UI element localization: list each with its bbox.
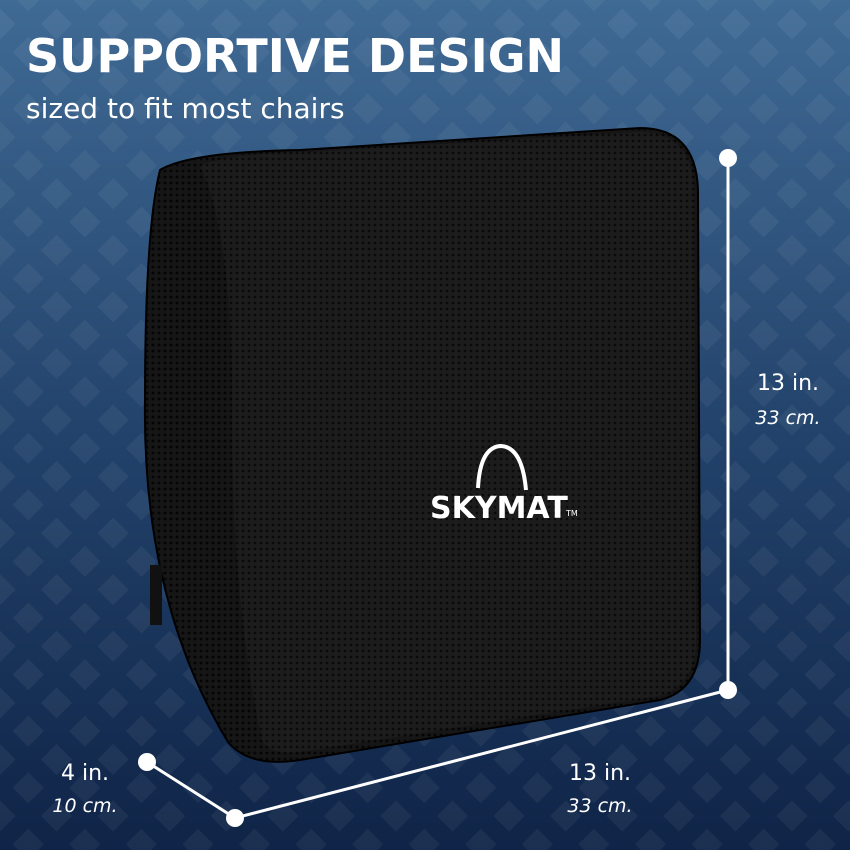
- logo-trademark: TM: [565, 509, 578, 518]
- strap: [150, 565, 162, 625]
- depth-metric: 10 cm.: [52, 795, 117, 817]
- subtitle: sized to fit most chairs: [26, 92, 345, 125]
- dimension-lines: [146, 158, 730, 820]
- depth-imperial: 4 in.: [61, 761, 109, 786]
- dimension-point: [226, 809, 244, 827]
- dimension-points: [138, 149, 737, 827]
- width-imperial: 13 in.: [569, 761, 631, 786]
- height-metric: 33 cm.: [755, 407, 820, 429]
- depth-line: [146, 760, 236, 820]
- logo: SKYMAT: [430, 491, 568, 526]
- cushion-front: [200, 132, 696, 753]
- dimension-point: [719, 681, 737, 699]
- width-line: [234, 688, 729, 820]
- dimension-point: [719, 149, 737, 167]
- dimension-point: [138, 753, 156, 771]
- title: SUPPORTIVE DESIGN: [26, 29, 564, 83]
- logo-arc: [476, 443, 528, 491]
- height-imperial: 13 in.: [757, 371, 819, 396]
- width-metric: 33 cm.: [567, 795, 632, 817]
- cushion: SKYMAT TM: [143, 126, 702, 763]
